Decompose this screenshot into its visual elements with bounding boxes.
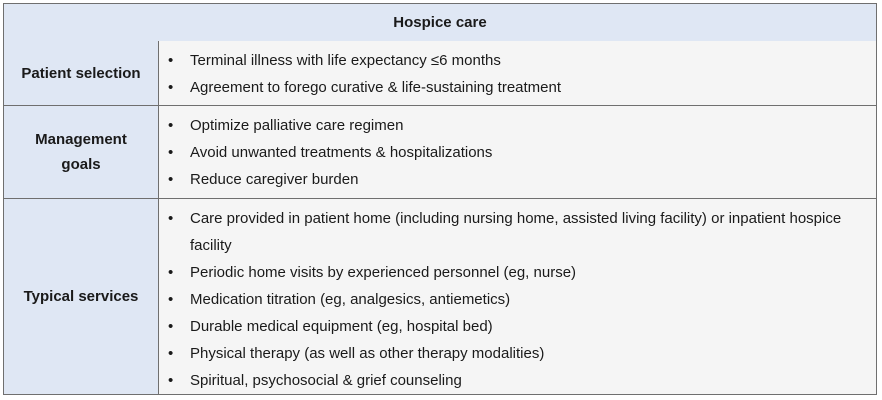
bullet-icon: •	[168, 171, 174, 188]
bullet-icon: •	[168, 117, 174, 134]
bullet-icon: •	[168, 318, 174, 335]
row-label: Patient selection	[4, 41, 159, 105]
table-title: Hospice care	[4, 4, 876, 42]
list-item: • Avoid unwanted treatments & hospitaliza…	[168, 139, 866, 166]
item-text: Physical therapy (as well as other thera…	[190, 345, 545, 362]
list-item: • Periodic home visits by experienced per…	[168, 259, 866, 286]
row-items: • Terminal illness with life expectancy ≤…	[159, 41, 876, 105]
row-items: • Optimize palliative care regimen • Avoid…	[159, 106, 876, 198]
bullet-icon: •	[168, 52, 174, 69]
item-text: Care provided in patient home (including…	[190, 210, 842, 254]
list-item: • Terminal illness with life expectancy ≤…	[168, 47, 866, 74]
item-text: Spiritual, psychosocial & grief counseli…	[190, 372, 462, 389]
hospice-care-table: Hospice care Patient selection • Terminal…	[3, 3, 877, 395]
item-text: Medication titration (eg, analgesics, an…	[190, 291, 511, 308]
list-item: • Agreement to forego curative & life-sus…	[168, 74, 866, 101]
row-items: • Care provided in patient home (includin…	[159, 199, 876, 394]
item-text: Durable medical equipment (eg, hospital …	[190, 318, 493, 335]
row-management-goals: Management goals • Optimize palliative ca…	[4, 106, 876, 199]
list-item: • Spiritual, psychosocial & grief counsel…	[168, 367, 866, 394]
row-typical-services: Typical services • Care provided in patie…	[4, 199, 876, 394]
bullet-icon: •	[168, 291, 174, 308]
bullet-icon: •	[168, 372, 174, 389]
row-label: Typical services	[4, 199, 159, 394]
list-item: • Durable medical equipment (eg, hospital…	[168, 313, 866, 340]
bullet-icon: •	[168, 345, 174, 362]
bullet-icon: •	[168, 144, 174, 161]
item-text: Agreement to forego curative & life-sust…	[190, 79, 562, 96]
item-text: Terminal illness with life expectancy ≤6…	[190, 52, 501, 69]
row-patient-selection: Patient selection • Terminal illness with…	[4, 41, 876, 106]
bullet-icon: •	[168, 210, 174, 227]
item-text: Optimize palliative care regimen	[190, 117, 404, 134]
bullet-icon: •	[168, 79, 174, 96]
list-item: • Reduce caregiver burden	[168, 166, 866, 193]
item-text: Avoid unwanted treatments & hospitalizat…	[190, 144, 493, 161]
list-item: • Care provided in patient home (includin…	[168, 205, 866, 259]
bullet-icon: •	[168, 264, 174, 281]
list-item: • Medication titration (eg, analgesics, a…	[168, 286, 866, 313]
item-text: Reduce caregiver burden	[190, 171, 359, 188]
row-label: Management goals	[4, 106, 159, 198]
item-text: Periodic home visits by experienced pers…	[190, 264, 577, 281]
list-item: • Optimize palliative care regimen	[168, 112, 866, 139]
list-item: • Physical therapy (as well as other ther…	[168, 340, 866, 367]
